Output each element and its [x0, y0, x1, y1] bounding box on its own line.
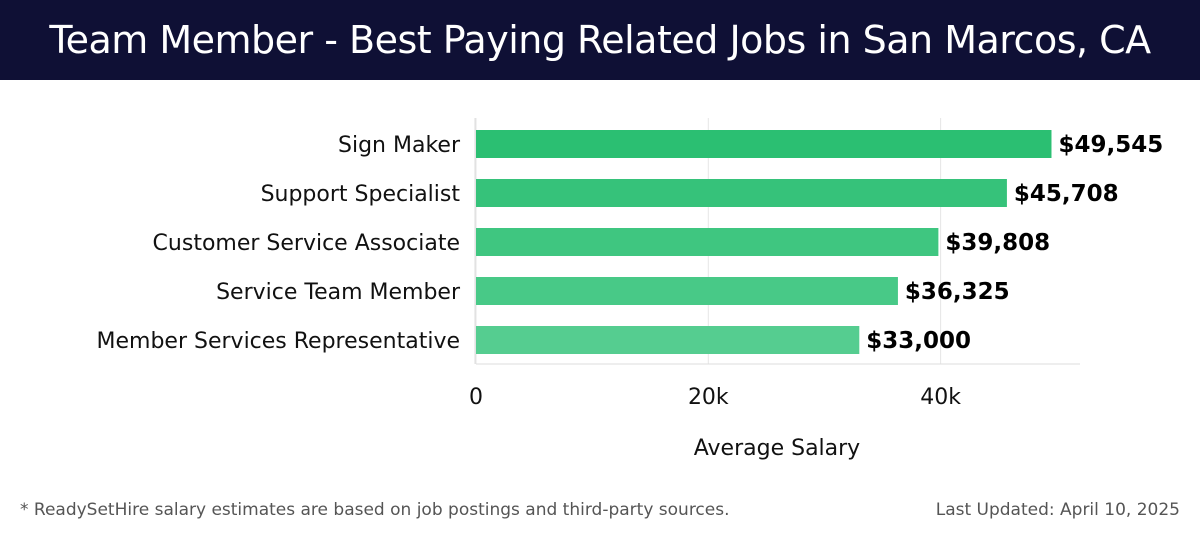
category-label: Sign Maker — [338, 133, 461, 158]
category-label: Customer Service Associate — [153, 231, 460, 256]
page-title: Team Member - Best Paying Related Jobs i… — [49, 18, 1151, 62]
x-axis-title: Average Salary — [694, 436, 860, 461]
value-label: $36,325 — [905, 279, 1010, 305]
footnote: * ReadySetHire salary estimates are base… — [20, 500, 730, 520]
bar — [476, 130, 1052, 158]
x-tick-label: 40k — [920, 385, 961, 410]
category-label: Support Specialist — [261, 182, 461, 207]
value-label: $33,000 — [866, 328, 971, 354]
x-tick-label: 20k — [688, 385, 729, 410]
value-label: $49,545 — [1058, 132, 1163, 158]
bar — [476, 326, 860, 354]
last-updated: Last Updated: April 10, 2025 — [935, 500, 1180, 520]
category-label: Member Services Representative — [97, 329, 460, 354]
salary-bar-chart: Sign Maker $49,545 Support Specialist $45,7… — [97, 118, 1163, 461]
bar — [476, 277, 898, 305]
value-label: $45,708 — [1014, 181, 1119, 207]
bar — [476, 228, 939, 256]
x-tick-label: 0 — [469, 385, 483, 410]
title-banner: Team Member - Best Paying Related Jobs i… — [0, 0, 1200, 80]
value-label: $39,808 — [945, 230, 1050, 256]
bar — [476, 179, 1007, 207]
category-label: Service Team Member — [216, 280, 461, 305]
